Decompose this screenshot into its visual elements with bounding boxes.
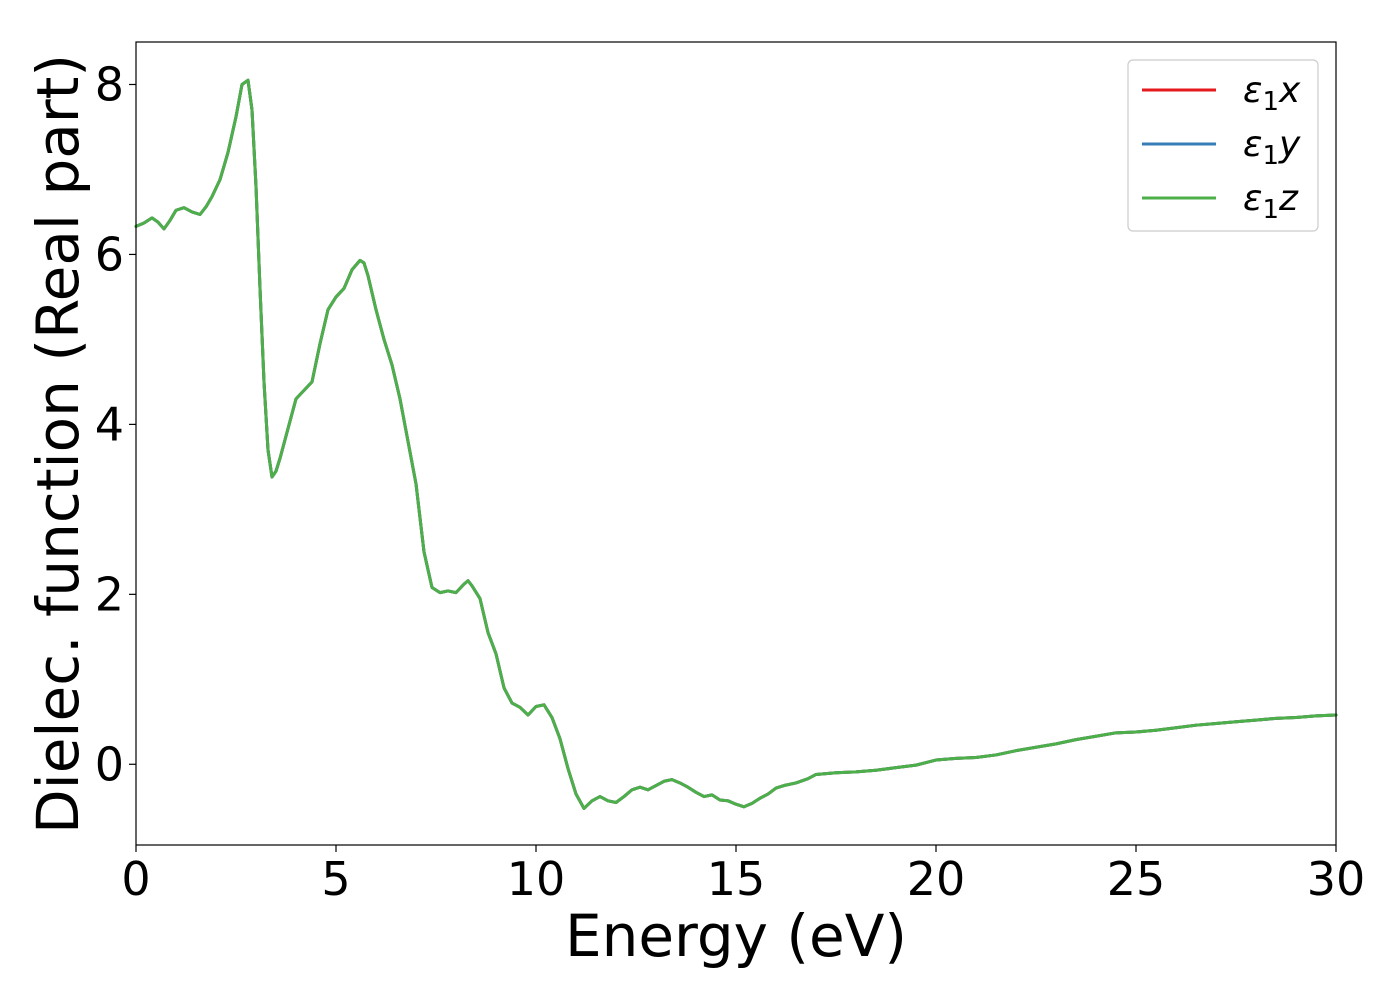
series-line-z xyxy=(134,78,1338,810)
y-tick-label: 0 xyxy=(95,737,124,791)
x-axis-ticks: 0 5 10 15 20 25 30 xyxy=(121,845,1365,906)
y-tick-label: 4 xyxy=(95,397,124,451)
legend-variable: y xyxy=(1278,124,1301,165)
y-axis-ticks: 0 2 4 6 8 xyxy=(95,57,136,791)
legend-symbol: ε xyxy=(1243,124,1262,165)
legend-subscript: 1 xyxy=(1262,195,1279,225)
series-layer xyxy=(134,78,1338,810)
y-tick-label: 8 xyxy=(95,57,124,111)
legend-label-y: ε1y xyxy=(1243,124,1301,171)
x-tick-label: 20 xyxy=(907,852,966,906)
legend-symbol: ε xyxy=(1243,178,1262,219)
legend-variable: z xyxy=(1278,178,1299,219)
x-tick-label: 10 xyxy=(507,852,566,906)
legend-subscript: 1 xyxy=(1262,141,1279,171)
legend-subscript: 1 xyxy=(1262,87,1279,117)
legend-variable: x xyxy=(1278,70,1301,111)
y-tick-label: 6 xyxy=(95,227,124,281)
legend-label-z: ε1z xyxy=(1243,178,1299,225)
legend-symbol: ε xyxy=(1243,70,1262,111)
x-tick-label: 0 xyxy=(121,852,150,906)
x-tick-label: 25 xyxy=(1107,852,1166,906)
legend-label-x: ε1x xyxy=(1243,70,1301,117)
x-tick-label: 15 xyxy=(707,852,766,906)
x-tick-label: 30 xyxy=(1307,852,1366,906)
x-axis-label: Energy (eV) xyxy=(565,902,907,970)
legend-box xyxy=(1127,59,1319,232)
y-axis-label: Dielec. function (Real part) xyxy=(24,54,92,834)
x-tick-label: 5 xyxy=(321,852,350,906)
y-tick-label: 2 xyxy=(95,567,124,621)
